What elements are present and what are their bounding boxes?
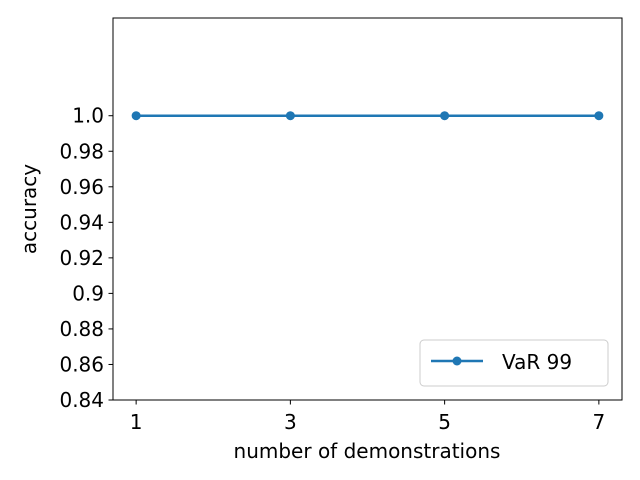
- y-axis: 0.84 0.86 0.88 0.9 0.92 0.94 0.96 0.98 1.0: [59, 104, 113, 412]
- data-point: [131, 111, 141, 121]
- legend-marker-swatch: [452, 356, 462, 366]
- y-axis-label: accuracy: [17, 164, 41, 254]
- data-point: [440, 111, 450, 121]
- x-tick-label: 7: [592, 410, 605, 434]
- x-tick-label: 3: [284, 410, 297, 434]
- y-tick-label: 0.9: [72, 281, 104, 305]
- y-tick-label: 0.84: [59, 388, 104, 412]
- series-layer: [131, 111, 604, 121]
- x-axis-label: number of demonstrations: [234, 439, 501, 463]
- legend-box: [419, 339, 609, 387]
- x-tick-label: 5: [438, 410, 451, 434]
- y-tick-label: 0.88: [59, 317, 104, 341]
- y-tick-label: 0.96: [59, 175, 104, 199]
- x-axis: 1 3 5 7: [130, 400, 605, 434]
- plot-area: [112, 17, 623, 401]
- x-tick-label: 1: [130, 410, 143, 434]
- data-point: [594, 111, 604, 121]
- y-tick-label: 0.86: [59, 352, 104, 376]
- y-tick-label: 0.98: [59, 139, 104, 163]
- legend-entry-label: VaR 99: [502, 350, 572, 374]
- y-tick-label: 0.92: [59, 246, 104, 270]
- y-tick-label: 1.0: [72, 104, 104, 128]
- y-tick-label: 0.94: [59, 210, 104, 234]
- legend: VaR 99: [419, 339, 609, 387]
- data-point: [285, 111, 295, 121]
